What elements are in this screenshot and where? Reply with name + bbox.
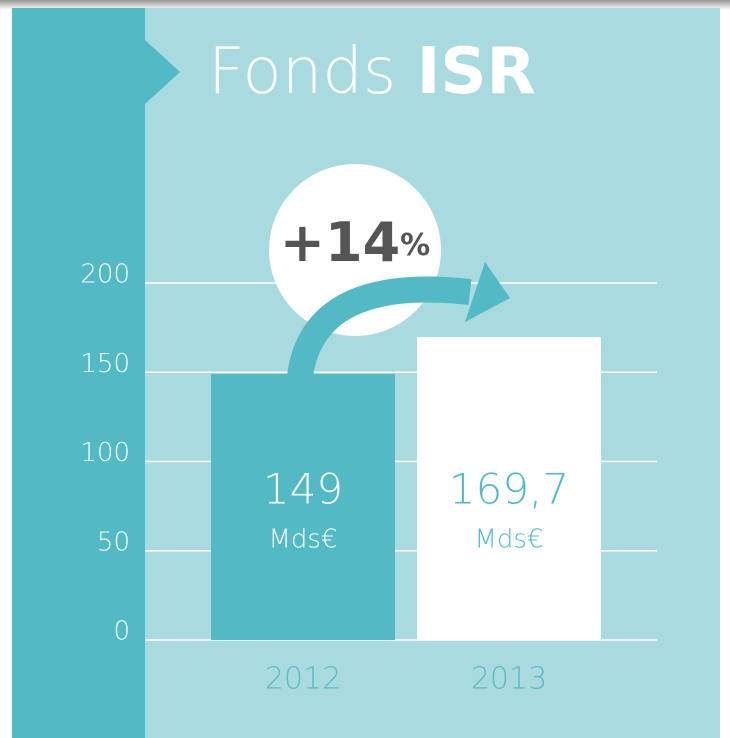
title-light: Fonds: [208, 35, 396, 109]
chart-title: Fonds ISR: [208, 35, 536, 109]
top-shadow: [0, 0, 730, 10]
y-tick-label: 100: [80, 438, 130, 468]
x-tick-label: 2012: [265, 662, 341, 697]
y-tick-label: 150: [80, 349, 130, 379]
y-tick-label: 0: [113, 617, 130, 647]
value-label: 149: [263, 465, 343, 514]
arrow-head: [465, 262, 510, 322]
bar: [417, 337, 601, 640]
value-unit: Mds€: [474, 525, 543, 555]
annotation-value: +14: [280, 211, 400, 274]
value-unit: Mds€: [268, 525, 337, 555]
x-tick-label: 2013: [471, 662, 547, 697]
growth-arrow: [287, 276, 472, 379]
y-tick-label: 200: [80, 260, 130, 290]
side-strip: [12, 8, 145, 738]
y-tick-label: 50: [97, 527, 130, 557]
side-chevron: [145, 40, 180, 104]
annotation: +14%: [280, 211, 430, 274]
value-label: 169,7: [449, 465, 569, 514]
title-bold: ISR: [417, 35, 536, 109]
bar: [211, 374, 395, 640]
annotation-unit: %: [400, 228, 430, 263]
